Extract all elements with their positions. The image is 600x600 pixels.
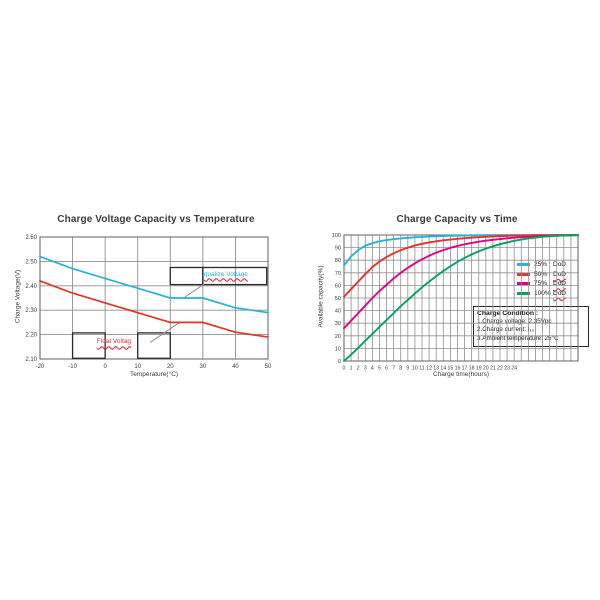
legend-item-50-dod: 50% DoD — [517, 271, 566, 279]
x-tick-label: 20 — [167, 364, 174, 370]
x-tick-label: 0 — [103, 364, 107, 370]
x-tick-label: 10 — [412, 366, 418, 372]
x-tick-label: 4 — [371, 366, 374, 372]
x-tick-label: 10 — [134, 364, 141, 370]
x-tick-label: 50 — [265, 364, 272, 370]
x-tick-label: 23 — [504, 366, 510, 372]
legend-swatch-50 — [517, 272, 530, 276]
x-tick-label: 16 — [455, 366, 461, 372]
temperature-x-axis-label: Temperature(°C) — [129, 371, 179, 378]
legend-pct: 25% — [534, 261, 548, 269]
leader-line — [149, 321, 181, 343]
legend-dod: DoD — [553, 280, 567, 288]
x-tick-label: 21 — [490, 366, 496, 372]
y-tick-label: 2.20 — [25, 333, 37, 339]
y-tick-label: 40 — [335, 309, 341, 315]
x-tick-label: 12 — [426, 366, 432, 372]
x-tick-label: 15 — [447, 366, 453, 372]
x-tick-label: 2 — [357, 366, 360, 372]
legend-dod: DoD — [553, 270, 567, 278]
x-tick-label: 9 — [406, 366, 409, 372]
x-tick-label: 1 — [350, 366, 353, 372]
temperature-chart-title: Charge Voltage Capacity vs Temperature — [57, 214, 255, 225]
y-tick-label: 90 — [335, 246, 341, 252]
y-tick-label: 2.10 — [25, 357, 37, 363]
legend-swatch-25 — [517, 263, 530, 267]
annotation-shapes — [71, 266, 268, 359]
x-tick-label: 22 — [497, 366, 503, 372]
y-tick-label: 30 — [335, 321, 341, 327]
series-qualize-voltage — [39, 255, 269, 314]
y-tick-label: 60 — [335, 283, 341, 289]
legend-dod: DoD — [553, 289, 567, 297]
temperature-chart: Charge Voltage Capacity vs Temperature T… — [15, 210, 297, 395]
charge-condition-line-current: 2.Charge current: I₁₀ — [477, 326, 535, 334]
capacity-chart-title: Charge Capacity vs Time — [396, 214, 518, 225]
x-tick-label: 6 — [385, 366, 388, 372]
x-tick-label: 13 — [433, 366, 439, 372]
x-tick-label: 17 — [462, 366, 468, 372]
x-tick-label: 0 — [343, 366, 346, 372]
legend-pct: 75% — [534, 280, 548, 288]
equalize-voltage-label: qualize Voltage — [203, 270, 248, 278]
grid-lines — [343, 234, 579, 362]
charge-condition-title: Charge Condition : — [477, 310, 539, 317]
legend-item-25-dod: 25% DoD — [517, 261, 566, 269]
capacity-chart-plot: 0 1 2 3 4 5 6 7 8 9 10 11 12 13 14 15 16 17 18 19 20 21 22 23 24… — [332, 233, 579, 372]
x-tick-label: 7 — [392, 366, 395, 372]
y-tick-label: 10 — [335, 346, 341, 352]
series-float-voltag — [39, 280, 269, 338]
x-tick-label: 8 — [399, 366, 402, 372]
x-tick-label: 20 — [483, 366, 489, 372]
y-tick-label: 100 — [332, 233, 341, 239]
x-tick-label: -20 — [36, 364, 45, 370]
capacity-x-axis-label: Charge time(hours) — [433, 371, 489, 378]
dod-legend: 25%DoD 50%DoD 75%DoD 100%DoD — [517, 261, 566, 297]
plot-border — [39, 236, 269, 360]
y-tick-label: 2.30 — [25, 308, 37, 314]
legend-item-75-dod: 75% DoD — [517, 280, 566, 288]
tick-labels: -20 -10 0 10 20 30 40 50 2.10 2.20 2.30 2.40 2.50 2.6… — [25, 235, 272, 370]
tick-labels: 0 1 2 3 4 5 6 7 8 9 10 11 12 13 14 15 16 17 18 19 20 21 22 23 24… — [332, 233, 518, 372]
y-tick-label: 0 — [338, 359, 341, 365]
annotation-box — [202, 266, 268, 286]
float-voltage-label: Float Voltag — [96, 338, 131, 346]
x-tick-label: 40 — [232, 364, 239, 370]
y-tick-label: 2.40 — [25, 284, 37, 290]
capacity-chart: Charge Capacity vs Time Charge time(hour… — [316, 210, 598, 395]
y-tick-label: 2.60 — [25, 235, 37, 241]
legend-swatch-75 — [517, 282, 530, 286]
x-tick-label: 14 — [440, 366, 446, 372]
annotation-box — [169, 266, 204, 286]
y-tick-label: 80 — [335, 258, 341, 264]
x-tick-label: 3 — [364, 366, 367, 372]
annotation-box — [71, 332, 106, 359]
charge-condition-line-temperature: 3.Ambient temperature: 25°C — [477, 334, 559, 342]
x-tick-label: 5 — [378, 366, 381, 372]
y-tick-label: 50 — [335, 296, 341, 302]
x-tick-label: 24 — [511, 366, 517, 372]
x-tick-label: 11 — [419, 366, 424, 372]
annotation-box — [137, 332, 171, 359]
y-tick-label: 2.50 — [25, 259, 37, 265]
x-tick-label: 19 — [476, 366, 482, 372]
series-100-dod — [343, 234, 579, 362]
x-tick-label: 30 — [200, 364, 207, 370]
y-tick-label: 20 — [335, 334, 341, 340]
leader-line — [184, 283, 205, 298]
legend-dod: DoD — [553, 261, 567, 269]
legend-pct: 50% — [534, 270, 548, 278]
temperature-chart-plot: -20 -10 0 10 20 30 40 50 2.10 2.20 2.30 2.40 2.50 2.6… — [25, 235, 272, 370]
legend-swatch-100 — [517, 291, 530, 295]
grid-lines — [39, 236, 269, 360]
x-tick-label: -10 — [68, 364, 77, 370]
y-tick-label: 70 — [335, 271, 341, 277]
x-tick-label: 18 — [469, 366, 475, 372]
